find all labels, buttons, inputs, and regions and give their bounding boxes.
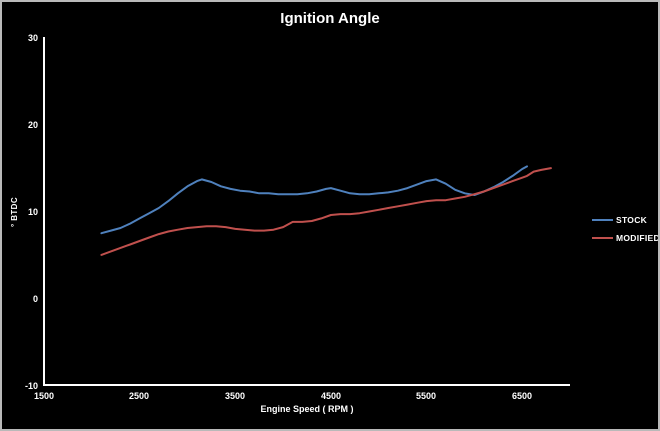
chart-title: Ignition Angle [280, 10, 379, 27]
legend-label-stock: STOCK [616, 215, 648, 225]
x-axis-title: Engine Speed ( RPM ) [260, 404, 353, 414]
legend: STOCK MODIFIED [592, 215, 658, 243]
y-axis-title: ° BTDC [10, 197, 19, 227]
x-tick-5500: 5500 [416, 391, 436, 401]
y-tick-neg10: -10 [25, 381, 38, 391]
y-tick-10: 10 [28, 207, 38, 217]
x-tick-4500: 4500 [321, 391, 341, 401]
x-tick-2500: 2500 [129, 391, 149, 401]
y-tick-30: 30 [28, 33, 38, 43]
y-tick-20: 20 [28, 120, 38, 130]
y-tick-0: 0 [33, 294, 38, 304]
x-tick-6500: 6500 [512, 391, 532, 401]
modified-series-line [100, 167, 552, 256]
legend-label-modified: MODIFIED [616, 233, 658, 243]
stock-series-line [100, 165, 528, 235]
x-tick-1500: 1500 [34, 391, 54, 401]
x-tick-3500: 3500 [225, 391, 245, 401]
